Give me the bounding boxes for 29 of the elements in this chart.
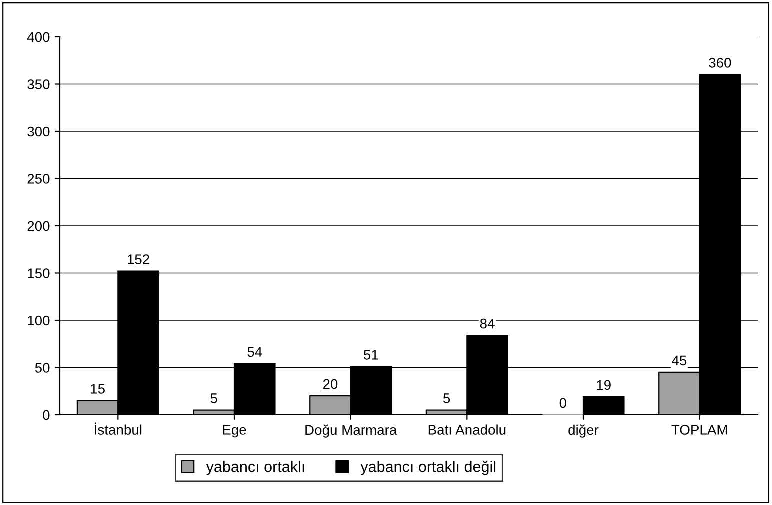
y-tick-label: 100 [28, 316, 50, 326]
y-tick-label: 50 [35, 363, 50, 373]
data-label: 54 [248, 347, 262, 358]
y-tick-label: 0 [43, 410, 50, 420]
data-label: 5 [444, 394, 450, 404]
x-tick-label: Ege [223, 425, 246, 438]
y-tick-label: 250 [28, 174, 50, 184]
y-tick-label: 400 [27, 32, 50, 42]
x-tick-label: Doğu Marmara [306, 424, 398, 438]
data-label: 360 [709, 58, 732, 68]
y-tick-label: 300 [28, 126, 50, 137]
data-label: 20 [323, 379, 338, 390]
x-tick-label: İstanbul [95, 422, 142, 435]
legend-label: yabancı ortaklı değil [360, 460, 496, 476]
data-label: 5 [210, 394, 218, 404]
x-tick-label: Batı Anadolu [428, 424, 506, 435]
y-tick-label: 200 [28, 221, 50, 232]
data-label: 152 [128, 254, 150, 264]
data-label: 0 [560, 398, 566, 408]
data-label: 45 [672, 356, 687, 366]
y-tick-label: 150 [28, 268, 50, 278]
x-tick-label: diğer [568, 424, 599, 438]
legend-label: yabancı ortaklı [206, 461, 304, 476]
data-label: 51 [364, 350, 378, 360]
y-tick-label: 350 [28, 80, 50, 90]
x-tick-label: TOPLAM [672, 425, 728, 435]
data-label: 19 [597, 380, 611, 390]
data-label: 15 [91, 384, 105, 394]
data-label: 84 [480, 318, 495, 329]
